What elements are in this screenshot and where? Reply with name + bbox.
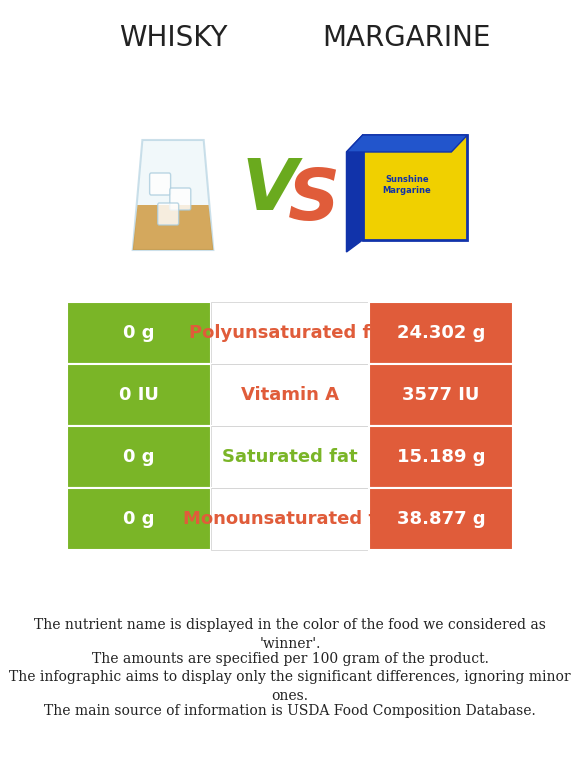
Text: 0 IU: 0 IU: [119, 386, 159, 404]
Text: 24.302 g: 24.302 g: [397, 324, 485, 342]
Polygon shape: [346, 135, 362, 252]
Text: 3577 IU: 3577 IU: [402, 386, 480, 404]
Text: 15.189 g: 15.189 g: [397, 448, 485, 466]
Text: Sunshine
Margarine: Sunshine Margarine: [383, 176, 432, 194]
FancyBboxPatch shape: [170, 188, 191, 210]
Bar: [369, 364, 513, 426]
FancyBboxPatch shape: [362, 135, 467, 240]
Bar: [369, 426, 513, 488]
Bar: [369, 302, 513, 364]
Text: Vitamin A: Vitamin A: [241, 386, 339, 404]
Text: WHISKY: WHISKY: [119, 24, 227, 52]
Bar: [211, 302, 369, 364]
Bar: [211, 488, 369, 550]
Text: 0 g: 0 g: [124, 324, 155, 342]
Text: The main source of information is USDA Food Composition Database.: The main source of information is USDA F…: [44, 704, 536, 718]
Text: S: S: [288, 165, 340, 234]
Bar: [67, 364, 211, 426]
Text: Monounsaturated fat: Monounsaturated fat: [183, 510, 397, 528]
Text: The nutrient name is displayed in the color of the food we considered as
'winner: The nutrient name is displayed in the co…: [34, 618, 546, 652]
FancyBboxPatch shape: [158, 203, 179, 225]
Text: Polyunsaturated fat: Polyunsaturated fat: [189, 324, 391, 342]
FancyBboxPatch shape: [150, 173, 171, 195]
Bar: [67, 426, 211, 488]
Polygon shape: [346, 135, 467, 152]
Polygon shape: [133, 205, 213, 250]
Text: 0 g: 0 g: [124, 448, 155, 466]
Text: V: V: [242, 155, 298, 224]
Text: 38.877 g: 38.877 g: [397, 510, 485, 528]
Polygon shape: [133, 140, 213, 250]
Text: MARGARINE: MARGARINE: [322, 24, 491, 52]
Bar: [211, 364, 369, 426]
Text: 0 g: 0 g: [124, 510, 155, 528]
Bar: [211, 426, 369, 488]
Bar: [67, 488, 211, 550]
Bar: [369, 488, 513, 550]
Text: Saturated fat: Saturated fat: [222, 448, 358, 466]
Text: The amounts are specified per 100 gram of the product.: The amounts are specified per 100 gram o…: [92, 652, 488, 666]
Bar: [67, 302, 211, 364]
Text: The infographic aims to display only the significant differences, ignoring minor: The infographic aims to display only the…: [9, 670, 571, 703]
